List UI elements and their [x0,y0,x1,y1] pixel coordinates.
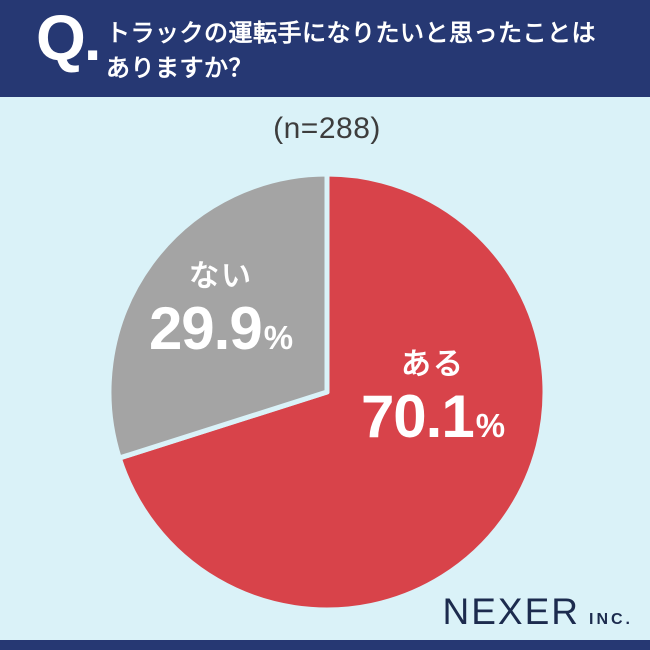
brand-logo: NEXER INC. [443,593,633,630]
slice-name-aru: ある [401,348,465,381]
sample-size-label: (n=288) [273,112,381,145]
question-text: トラックの運転手になりたいと思ったことは ありますか？ [106,16,596,86]
pie-label-nai: ない 29.9% [149,251,293,359]
slice-value-aru: 70.1% [360,383,506,450]
slice-value-nai: 29.9% [148,295,294,362]
pie-label-aru: ある 70.1% [361,339,505,447]
question-header: Q. トラックの運転手になりたいと思ったことは ありますか？ [0,0,650,97]
pie-chart: ない 29.9% ある 70.1% [107,172,547,612]
pie-chart-svg [107,172,547,612]
slice-name-nai: ない [189,260,253,293]
footer-bar [0,640,650,650]
brand-suffix: INC. [589,611,633,628]
brand-name: NEXER [442,591,580,632]
q-mark: Q. [36,2,102,74]
question-line-2: ありますか？ [106,55,253,82]
question-line-1: トラックの運転手になりたいと思ったことは [106,20,596,47]
